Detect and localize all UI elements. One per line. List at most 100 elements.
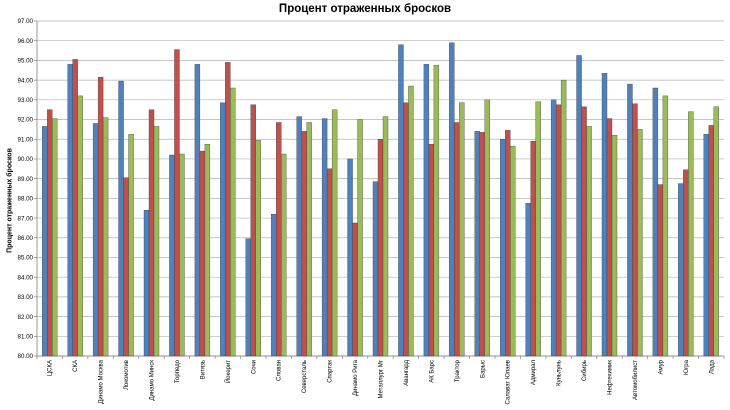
bar xyxy=(525,203,531,357)
x-tick-label: Нефтехимик xyxy=(608,360,614,395)
x-tick-label: Сочи xyxy=(251,360,257,374)
bar xyxy=(606,118,613,357)
bar xyxy=(174,49,180,357)
bar xyxy=(271,213,277,357)
x-tick-label: Северсталь xyxy=(302,360,308,393)
bar xyxy=(703,134,709,357)
bar xyxy=(377,139,384,357)
bar xyxy=(306,122,312,357)
x-tick-label: Барыс xyxy=(480,360,486,378)
bar xyxy=(449,42,455,357)
x-tick-label: Динамо Рига xyxy=(353,359,359,396)
bar xyxy=(52,118,58,357)
x-tick-label: Югра xyxy=(684,359,690,375)
bar xyxy=(143,210,150,357)
bar xyxy=(555,104,562,357)
y-tick-label: 88.00 xyxy=(18,196,34,203)
x-tick-label: Витязь xyxy=(200,360,206,379)
x-tick-label: ЦСКА xyxy=(48,360,54,376)
x-tick-label: Спартак xyxy=(328,360,334,383)
bar xyxy=(398,44,404,357)
bar xyxy=(42,126,48,357)
x-tick-label: Трактор xyxy=(455,359,461,382)
bar xyxy=(352,222,358,357)
bar xyxy=(632,103,638,357)
bar xyxy=(530,141,536,357)
bar xyxy=(678,183,684,357)
bar xyxy=(581,106,587,357)
x-tick-label: АК Барс xyxy=(429,360,435,383)
bar xyxy=(657,184,664,357)
x-tick-label: Амур xyxy=(658,359,664,374)
bar xyxy=(225,62,231,357)
bar xyxy=(713,106,719,357)
y-tick-label: 92.00 xyxy=(18,117,34,124)
x-tick-label: Лада xyxy=(709,359,715,374)
y-tick-label: 80.00 xyxy=(18,353,34,360)
bar xyxy=(408,85,414,357)
bar xyxy=(47,109,53,357)
x-tick-label: Динамо Минск xyxy=(150,360,156,401)
x-tick-label: Автомобилист xyxy=(633,360,639,400)
bar xyxy=(281,153,287,357)
bar xyxy=(276,122,282,357)
bar xyxy=(301,131,307,357)
y-tick-label: 87.00 xyxy=(18,215,34,222)
chart-title: Процент отраженных бросков xyxy=(278,3,452,15)
y-tick-label: 97.00 xyxy=(18,18,34,25)
bar xyxy=(662,95,669,357)
y-tick-label: 89.00 xyxy=(18,176,34,183)
bar xyxy=(250,104,256,357)
bar xyxy=(683,169,689,357)
bar xyxy=(601,73,608,357)
bar xyxy=(331,109,338,357)
bar xyxy=(148,109,155,357)
bar xyxy=(510,145,516,357)
y-tick-label: 84.00 xyxy=(18,274,34,281)
bar xyxy=(423,64,430,357)
bar xyxy=(652,87,659,357)
bar xyxy=(347,158,353,357)
bar xyxy=(428,143,435,357)
bar xyxy=(454,122,460,357)
y-tick-label: 86.00 xyxy=(18,235,34,242)
y-tick-label: 95.00 xyxy=(18,58,34,65)
bar xyxy=(550,99,557,357)
bar xyxy=(708,125,714,357)
y-tick-label: 91.00 xyxy=(18,136,34,143)
bar xyxy=(484,99,490,357)
x-tick-label: Салават Юлаев xyxy=(506,360,512,404)
bar xyxy=(560,79,567,357)
bar xyxy=(403,102,409,357)
x-tick-label: Куньлунь xyxy=(557,360,563,386)
bar xyxy=(505,130,511,357)
y-tick-label: 96.00 xyxy=(18,38,34,45)
bar xyxy=(194,64,201,357)
y-tick-label: 93.00 xyxy=(18,97,34,104)
x-tick-label: Слован xyxy=(277,360,283,381)
y-tick-label: 85.00 xyxy=(18,255,34,262)
x-tick-label: Металлург Мг xyxy=(379,359,385,398)
bar xyxy=(169,154,175,357)
x-tick-label: Сибирь xyxy=(582,360,588,381)
bar xyxy=(123,177,129,357)
bar xyxy=(326,168,333,357)
bar xyxy=(179,153,185,357)
bar xyxy=(535,101,541,357)
bar xyxy=(474,131,480,357)
x-tick-label: Йокерит xyxy=(224,360,232,383)
bar xyxy=(357,119,363,357)
x-tick-label: Торпедо xyxy=(175,359,181,383)
bar xyxy=(72,59,78,357)
bar xyxy=(321,118,328,357)
bar xyxy=(67,64,73,357)
bar xyxy=(199,150,206,357)
bar xyxy=(153,126,160,357)
bar xyxy=(128,134,134,357)
bar xyxy=(230,87,236,357)
bar xyxy=(92,123,99,357)
bar xyxy=(102,117,109,357)
bar xyxy=(77,95,83,357)
